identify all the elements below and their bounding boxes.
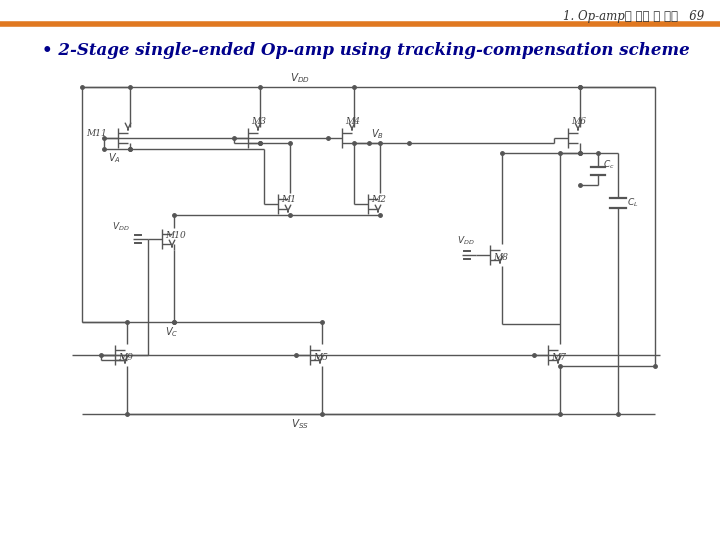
Text: M11: M11	[86, 130, 107, 138]
Text: M3: M3	[251, 118, 266, 126]
Text: $C_c$: $C_c$	[603, 159, 615, 171]
Text: M5: M5	[313, 353, 328, 361]
Text: M4: M4	[345, 118, 360, 126]
Text: $V_C$: $V_C$	[166, 325, 179, 339]
Text: $V_A$: $V_A$	[108, 151, 121, 165]
Text: $V_{DD}$: $V_{DD}$	[290, 71, 310, 85]
Text: M10: M10	[165, 231, 186, 240]
Text: M7: M7	[551, 353, 566, 361]
Text: M1: M1	[281, 195, 296, 205]
Text: $C_L$: $C_L$	[627, 197, 639, 209]
Text: M2: M2	[371, 195, 386, 205]
Text: $V_{DD}$: $V_{DD}$	[112, 221, 130, 233]
Text: M9: M9	[118, 353, 133, 361]
Text: $V_{DD}$: $V_{DD}$	[457, 235, 474, 247]
Text: • 2-Stage single-ended Op-amp using tracking-compensation scheme: • 2-Stage single-ended Op-amp using trac…	[42, 42, 690, 59]
Text: $V_B$: $V_B$	[371, 127, 384, 141]
Text: M8: M8	[493, 253, 508, 261]
Text: $V_{SS}$: $V_{SS}$	[291, 417, 309, 431]
Text: 1. Op-amp의 구조 및 특성   69: 1. Op-amp의 구조 및 특성 69	[563, 10, 704, 23]
Text: M6: M6	[571, 118, 586, 126]
